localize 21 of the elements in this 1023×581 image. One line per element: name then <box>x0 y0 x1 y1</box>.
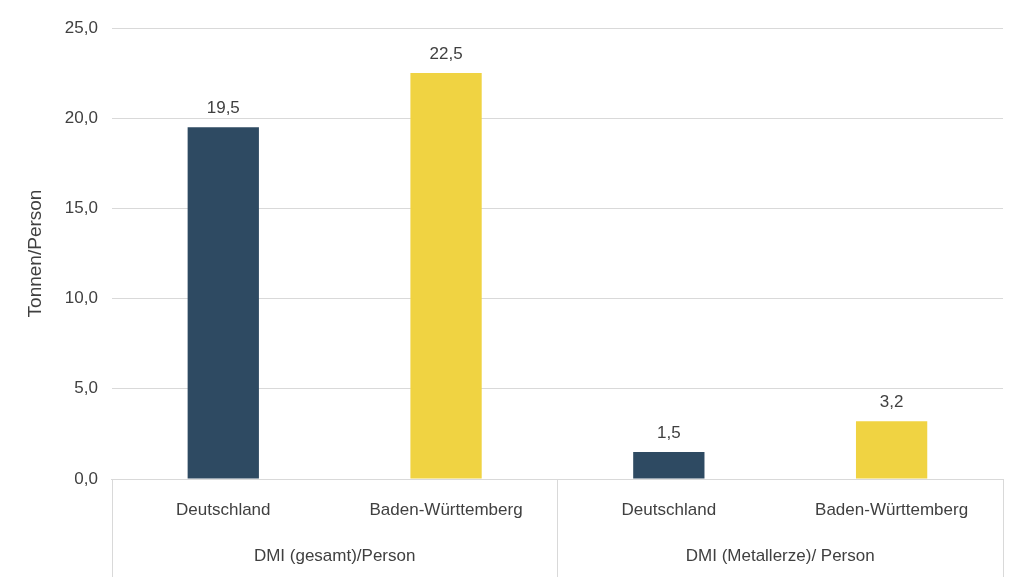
data-label: 3,2 <box>879 392 904 412</box>
y-axis-title: Tonnen/Person <box>23 189 45 318</box>
data-label: 1,5 <box>657 423 681 443</box>
x-tick-label: DMI (Metallerze)/ Person <box>685 545 875 565</box>
bar <box>633 451 705 479</box>
bar <box>187 127 259 479</box>
series-label: Baden-Württemberg <box>369 499 523 519</box>
bar <box>410 73 482 479</box>
y-tick-label: 5,0 <box>74 378 98 398</box>
text: Baden-Württemberg <box>815 499 969 519</box>
x-tick-label: DMI (gesamt)/Person <box>253 545 416 565</box>
text: Deutschland <box>621 499 717 519</box>
y-tick-label: 20,0 <box>64 107 98 127</box>
y-tick-label: 15,0 <box>64 198 98 218</box>
bar <box>855 421 928 479</box>
data-label: 19,5 <box>206 98 240 118</box>
y-tick-label: 0,0 <box>74 468 98 488</box>
y-tick-label: 10,0 <box>64 288 98 308</box>
y-tick-label: 25,0 <box>64 17 98 37</box>
series-label: Deutschland <box>176 499 271 519</box>
data-label: 22,5 <box>429 44 463 64</box>
